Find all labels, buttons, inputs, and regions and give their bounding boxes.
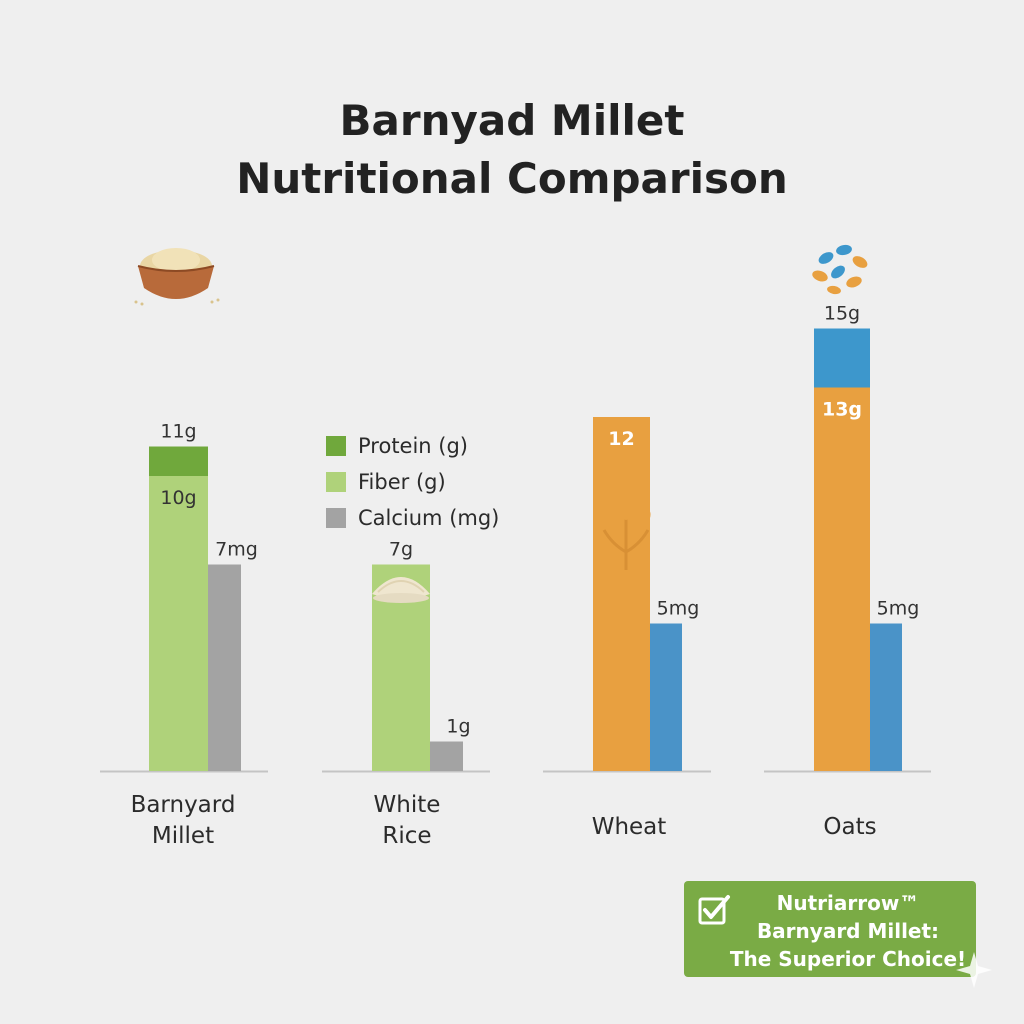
bar-0-0-0 <box>149 476 208 771</box>
category-label-2-0: Wheat <box>592 814 667 840</box>
sparkle-icon <box>956 952 992 988</box>
badge-product-text: Barnyard Millet: <box>756 919 940 943</box>
data-label-0-1-0: 7mg <box>215 539 258 561</box>
data-label-3-1-0: 5mg <box>877 598 920 620</box>
data-label-3-0-0: 13g <box>822 399 862 421</box>
bar-1-1-0 <box>430 741 463 771</box>
category-label-0-1: Millet <box>152 823 214 849</box>
category-label-1-1: Rice <box>382 823 431 849</box>
data-label-0-0-1: 11g <box>160 421 196 443</box>
data-label-3-0-1: 15g <box>824 303 860 325</box>
category-label-0-0: Barnyard <box>131 792 236 818</box>
bar-3-0-1 <box>814 328 870 388</box>
legend-swatch-protein <box>326 436 346 456</box>
data-label-1-0-0: 7g <box>389 539 413 561</box>
data-label-2-1-0: 5mg <box>657 598 700 620</box>
wheat-stalk-icon <box>601 496 651 570</box>
data-label-1-1-0: 1g <box>446 716 470 738</box>
badge-brand-text: Nutriarrow™ <box>776 891 920 915</box>
bar-3-0-0 <box>814 387 870 771</box>
legend-swatch-fiber <box>326 472 346 492</box>
legend-label-calcium: Calcium (mg) <box>358 506 500 530</box>
bar-3-1-0 <box>870 623 902 771</box>
chart-title: Barnyad Millet Nutritional Comparison <box>0 92 1024 208</box>
bar-2-1-0 <box>650 623 682 771</box>
checkbox-check-icon <box>698 895 730 925</box>
category-label-1-0: White <box>374 792 441 818</box>
bar-0-0-1 <box>149 446 208 476</box>
chart-title-line-1: Barnyad Millet <box>339 96 685 145</box>
data-label-2-0-0: 12 <box>608 428 634 450</box>
legend-swatch-calcium <box>326 508 346 528</box>
legend-item-fiber: Fiber (g) <box>326 464 499 500</box>
data-label-0-0-0: 10g <box>160 487 196 509</box>
category-label-3-0: Oats <box>823 814 876 840</box>
badge-tagline-text: The Superior Choice! <box>729 947 967 971</box>
bar-0-1-0 <box>208 564 241 771</box>
legend-label-protein: Protein (g) <box>358 434 469 458</box>
bar-2-0-0 <box>593 417 650 771</box>
oat-flakes-icon <box>812 244 868 295</box>
legend-label-fiber: Fiber (g) <box>358 470 446 494</box>
legend: Protein (g) Fiber (g) Calcium (mg) <box>326 428 499 536</box>
chart-title-line-2: Nutritional Comparison <box>236 154 788 203</box>
grain-bowl-icon <box>134 248 220 306</box>
rice-pile-icon <box>372 577 430 603</box>
legend-item-protein: Protein (g) <box>326 428 499 464</box>
superior-choice-badge: Nutriarrow™ Barnyard Millet: The Superio… <box>684 881 976 977</box>
legend-item-calcium: Calcium (mg) <box>326 500 499 536</box>
